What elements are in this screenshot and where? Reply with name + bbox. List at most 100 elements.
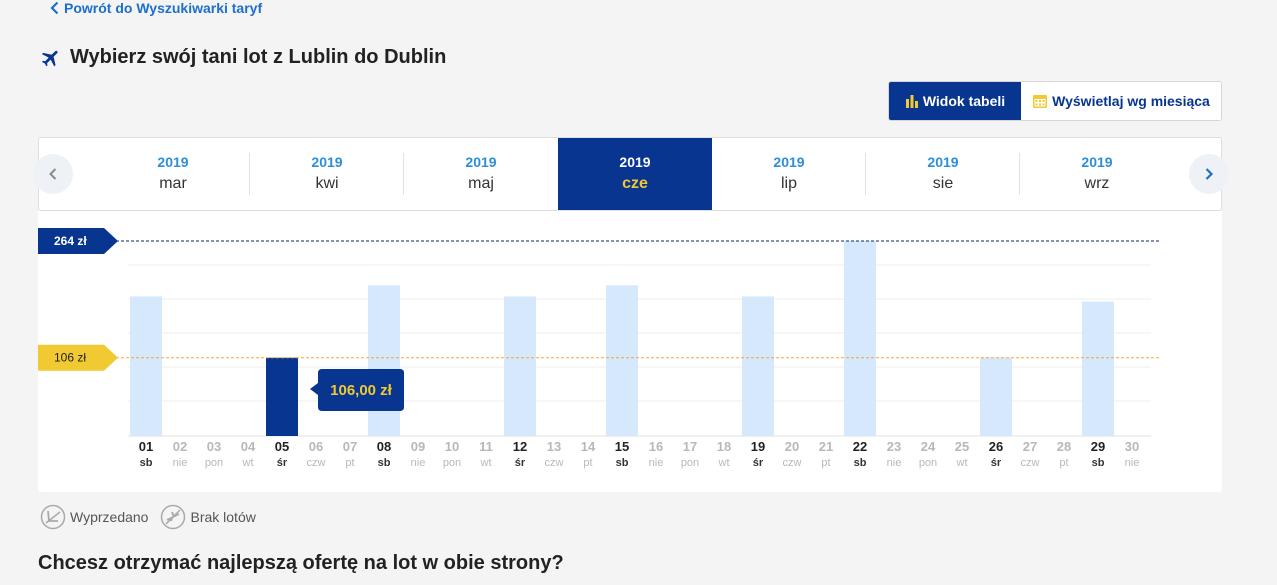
month-tab-year: 2019	[311, 154, 343, 170]
table-view-button[interactable]: Widok tabeli	[889, 82, 1021, 120]
price-bar-12[interactable]	[504, 296, 536, 436]
day-number[interactable]: 08	[377, 439, 391, 454]
next-month-button[interactable]	[1189, 154, 1229, 194]
back-link-label: Powrót do Wyszukiwarki taryf	[64, 0, 263, 16]
day-number[interactable]: 26	[989, 439, 1003, 454]
weekday-label: wt	[242, 457, 254, 469]
day-number: 20	[785, 439, 799, 454]
price-bar-05[interactable]	[266, 357, 298, 436]
weekday-label: śr	[753, 457, 764, 469]
month-tab-mar[interactable]: 2019 mar	[96, 138, 250, 210]
day-number[interactable]: 05	[275, 439, 289, 454]
weekday-label: wt	[480, 457, 492, 469]
weekday-label: pon	[443, 457, 461, 469]
weekday-label: sb	[378, 457, 391, 469]
day-number: 06	[309, 439, 323, 454]
month-tab-name: kwi	[315, 175, 339, 192]
weekday-label: wt	[956, 457, 968, 469]
sold-out-icon	[40, 504, 66, 530]
day-number[interactable]: 19	[751, 439, 765, 454]
month-tab-sie[interactable]: 2019 sie	[866, 138, 1020, 210]
page-title-row: Wybierz swój tani lot z Lublin do Dublin	[40, 46, 446, 69]
month-tab-year: 2019	[773, 154, 805, 170]
price-bar-15[interactable]	[606, 285, 638, 436]
plane-icon	[41, 50, 58, 66]
day-number: 07	[343, 439, 357, 454]
month-tab-year: 2019	[1081, 154, 1113, 170]
round-trip-heading: Chcesz otrzymać najlepszą ofertę na lot …	[38, 552, 564, 574]
month-view-button[interactable]: Wyświetlaj wg miesiąca	[1021, 82, 1221, 120]
day-number: 25	[955, 439, 969, 454]
day-number: 03	[207, 439, 221, 454]
weekday-label: pt	[345, 457, 354, 469]
weekday-label: pon	[205, 457, 223, 469]
table-view-label: Widok tabeli	[922, 93, 1006, 109]
chevron-left-icon	[49, 168, 57, 180]
day-number: 13	[547, 439, 561, 454]
weekday-label: pon	[919, 457, 937, 469]
price-chart: 01 sb 02 nie 03 pon 04 wt 05 śr 06 czw 07 pt 08 sb 09 nie…	[38, 211, 1222, 492]
weekday-label: pon	[681, 457, 699, 469]
month-separator	[865, 153, 866, 195]
legend-sold-out: Wyprzedano	[40, 504, 148, 530]
weekday-label: sb	[1092, 457, 1105, 469]
price-bar-26[interactable]	[980, 357, 1012, 436]
day-number[interactable]: 15	[615, 439, 629, 454]
price-bar-19[interactable]	[742, 296, 774, 436]
price-bar-08[interactable]	[368, 285, 400, 436]
month-tab-lip[interactable]: 2019 lip	[712, 138, 866, 210]
calendar-icon	[1033, 95, 1048, 108]
month-tab-maj[interactable]: 2019 maj	[404, 138, 558, 210]
month-tab-year: 2019	[465, 154, 497, 170]
weekday-label: nie	[1125, 457, 1140, 469]
price-bar-22[interactable]	[844, 241, 876, 436]
day-number[interactable]: 12	[513, 439, 527, 454]
month-tab-year: 2019	[157, 154, 189, 170]
price-tooltip-label: 106,00 zł	[330, 382, 393, 399]
min-price-label: 106 zł	[54, 351, 86, 365]
month-separator	[403, 153, 404, 195]
price-tooltip	[310, 369, 404, 411]
min-price-flag	[38, 344, 118, 371]
weekday-label: pt	[1059, 457, 1068, 469]
bar-chart-icon	[905, 95, 918, 108]
weekday-label: śr	[277, 457, 288, 469]
legend-no-flights: Brak lotów	[160, 504, 256, 530]
page-title: Wybierz swój tani lot z Lublin do Dublin	[70, 46, 447, 68]
month-separator	[1019, 153, 1020, 195]
weekday-label: pt	[821, 457, 830, 469]
month-tab-kwi[interactable]: 2019 kwi	[250, 138, 404, 210]
month-tab-name: mar	[159, 175, 187, 192]
price-chart-svg: 01 sb 02 nie 03 pon 04 wt 05 śr 06 czw 07 pt 08 sb 09 nie…	[38, 228, 1160, 469]
day-number[interactable]: 01	[139, 439, 153, 454]
month-tab-name: wrz	[1084, 175, 1110, 192]
day-number[interactable]: 29	[1091, 439, 1105, 454]
weekday-label: sb	[140, 457, 153, 469]
day-number: 27	[1023, 439, 1037, 454]
day-number: 09	[411, 439, 425, 454]
weekday-label: śr	[515, 457, 526, 469]
month-tab-wrz[interactable]: 2019 wrz	[1020, 138, 1174, 210]
price-bar-01[interactable]	[130, 296, 162, 436]
price-bar-29[interactable]	[1082, 301, 1114, 436]
day-number: 28	[1057, 439, 1071, 454]
weekday-label: nie	[649, 457, 664, 469]
legend-no-flights-label: Brak lotów	[190, 509, 256, 525]
max-price-label: 264 zł	[54, 234, 87, 248]
day-number: 14	[581, 439, 596, 454]
weekday-label: nie	[411, 457, 426, 469]
weekday-label: pt	[583, 457, 592, 469]
day-number: 04	[241, 439, 256, 454]
month-tab-name: sie	[932, 175, 954, 192]
weekday-label: wt	[718, 457, 730, 469]
weekday-label: czw	[545, 457, 564, 469]
weekday-label: czw	[783, 457, 802, 469]
month-tab-cze[interactable]: 2019 cze	[558, 138, 712, 210]
view-toggle: Widok tabeli Wyświetlaj wg miesiąca	[888, 81, 1222, 121]
weekday-label: czw	[307, 457, 326, 469]
prev-month-button[interactable]	[33, 154, 73, 194]
legend-sold-out-label: Wyprzedano	[70, 509, 149, 525]
back-link[interactable]: Powrót do Wyszukiwarki taryf	[50, 0, 262, 16]
day-number[interactable]: 22	[853, 439, 867, 454]
month-separator	[249, 153, 250, 195]
